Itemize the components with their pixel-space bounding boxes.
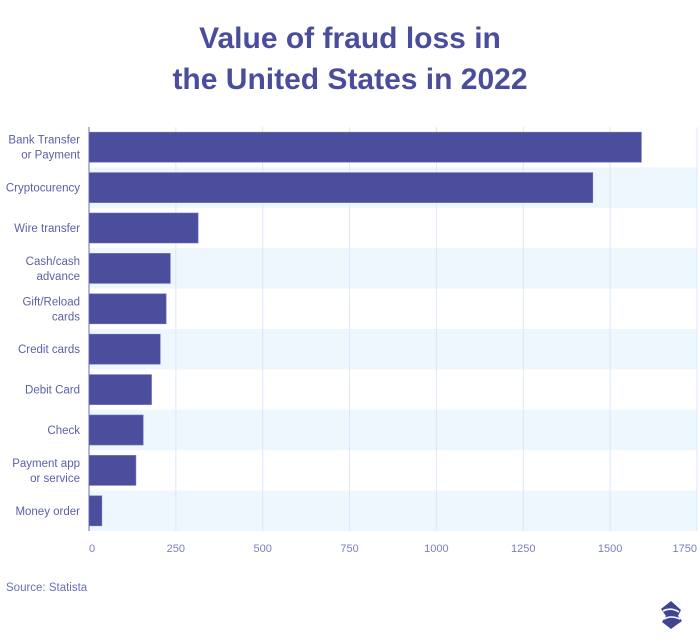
category-label: cards [52, 311, 80, 323]
row-band [89, 329, 697, 370]
x-tick-label: 0 [89, 543, 95, 555]
category-label: Payment app [12, 458, 80, 470]
bar [88, 212, 199, 244]
x-tick-label: 500 [254, 543, 272, 555]
chart-title: Value of fraud loss in the United States… [0, 18, 700, 100]
row-band [89, 409, 697, 451]
bar [88, 172, 594, 203]
bar-chart: 0 250 500 750 1000 1250 1500 1750 Bank Transfer o… [6, 127, 698, 555]
category-label: Cash/cash [26, 256, 80, 268]
category-label: or Payment [21, 150, 81, 162]
row-band [89, 248, 697, 289]
category-label: Bank Transfer [8, 135, 80, 147]
x-tick-label: 750 [340, 543, 358, 555]
bar [88, 414, 144, 446]
bar [88, 131, 642, 163]
category-label: Check [47, 425, 80, 437]
category-label: Cryptocurency [6, 183, 80, 195]
x-tick-label: 1000 [424, 543, 448, 555]
source-note: Source: Statista [6, 582, 88, 594]
category-label: Wire transfer [14, 223, 80, 235]
bar [88, 293, 167, 325]
category-label: Gift/Reload [22, 296, 80, 308]
category-label: advance [37, 271, 80, 283]
category-label: or service [30, 473, 80, 485]
bar [88, 253, 171, 284]
category-label: Credit cards [18, 344, 80, 356]
bar [88, 333, 161, 365]
row-band [89, 490, 697, 531]
title-line-1: Value of fraud loss in [199, 22, 501, 55]
category-label: Debit Card [25, 385, 80, 397]
x-tick-label: 1500 [598, 543, 622, 555]
brand-logo-icon [661, 601, 682, 629]
x-tick-label: 1750 [673, 543, 697, 555]
bar [88, 495, 103, 527]
category-label: Money order [15, 506, 80, 518]
x-tick-label: 1250 [511, 543, 535, 555]
x-tick-label: 250 [167, 543, 185, 555]
title-line-2: the United States in 2022 [172, 63, 528, 96]
bar [88, 455, 137, 486]
bar [88, 374, 152, 405]
